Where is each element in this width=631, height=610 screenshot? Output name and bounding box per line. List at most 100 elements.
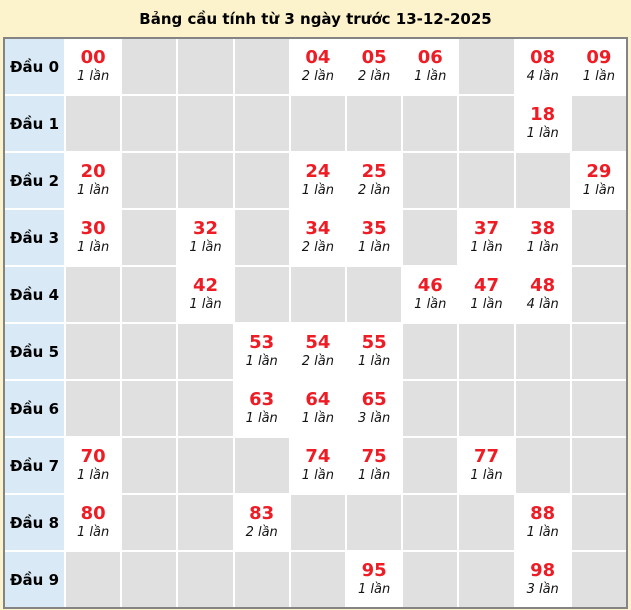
cell-times: 4 lần [526, 68, 559, 84]
cell-times: 1 lần [76, 524, 110, 540]
empty-cell [122, 552, 177, 607]
cell-47: 47 1 lần [459, 267, 514, 322]
empty-cell [290, 495, 345, 550]
cell-times: 1 lần [301, 467, 335, 483]
cell-88: 88 1 lần [515, 495, 570, 550]
cell-number: 75 [361, 445, 387, 467]
cell-times: 1 lần [301, 410, 335, 426]
cell-65: 65 3 lần [347, 381, 402, 436]
empty-cell [66, 381, 121, 436]
empty-cell [571, 267, 626, 322]
cell-24: 24 1 lần [290, 153, 345, 208]
cell-number: 53 [249, 331, 275, 353]
cell-number: 05 [361, 46, 387, 68]
cell-number: 42 [192, 274, 219, 296]
empty-cell [459, 324, 514, 379]
cell-55: 55 1 lần [347, 324, 402, 379]
cell-number: 63 [249, 388, 275, 410]
cell-times: 1 lần [76, 182, 110, 198]
empty-cell [403, 324, 458, 379]
cell-number: 47 [473, 274, 500, 296]
cell-number: 06 [417, 46, 443, 68]
empty-cell [122, 210, 177, 265]
empty-cell [178, 39, 233, 94]
empty-cell [515, 153, 570, 208]
cell-times: 3 lần [526, 581, 559, 597]
cell-number: 04 [305, 46, 331, 68]
empty-cell [66, 324, 121, 379]
empty-cell [122, 324, 177, 379]
cell-times: 1 lần [414, 296, 447, 312]
row-label: Đầu 0 [5, 39, 64, 94]
cell-number: 29 [586, 160, 612, 182]
empty-cell [459, 39, 514, 94]
cell-83: 83 2 lần [234, 495, 289, 550]
cell-05: 05 2 lần [347, 39, 402, 94]
cell-times: 1 lần [470, 467, 503, 483]
empty-cell [515, 381, 570, 436]
empty-cell [290, 552, 345, 607]
cell-18: 18 1 lần [515, 96, 570, 151]
cell-times: 1 lần [470, 239, 503, 255]
cell-times: 2 lần [245, 524, 278, 540]
empty-cell [122, 153, 177, 208]
cell-46: 46 1 lần [403, 267, 458, 322]
empty-cell [66, 267, 121, 322]
cell-number: 18 [530, 103, 556, 125]
cell-number: 64 [305, 388, 331, 410]
cell-times: 1 lần [189, 296, 222, 312]
empty-cell [234, 267, 289, 322]
empty-cell [234, 96, 289, 151]
cell-times: 2 lần [357, 68, 391, 84]
empty-cell [290, 96, 345, 151]
cell-number: 34 [305, 217, 331, 239]
empty-cell [122, 267, 177, 322]
cell-number: 37 [473, 217, 500, 239]
cell-32: 32 1 lần [178, 210, 233, 265]
cell-times: 1 lần [357, 353, 391, 369]
page-title: Bảng cầu tính từ 3 ngày trước 13-12-2025 [139, 9, 492, 28]
cell-times: 1 lần [189, 239, 222, 255]
empty-cell [515, 438, 570, 493]
cell-75: 75 1 lần [347, 438, 402, 493]
empty-cell [66, 552, 121, 607]
empty-cell [122, 39, 177, 94]
cell-number: 09 [586, 46, 612, 68]
empty-cell [178, 381, 233, 436]
empty-cell [459, 495, 514, 550]
cell-number: 65 [361, 388, 387, 410]
cell-number: 77 [473, 445, 500, 467]
row-label: Đầu 6 [5, 381, 64, 436]
empty-cell [122, 495, 177, 550]
cell-number: 95 [361, 559, 387, 581]
cell-number: 08 [530, 46, 556, 68]
empty-cell [234, 210, 289, 265]
cell-34: 34 2 lần [290, 210, 345, 265]
cell-number: 32 [192, 217, 219, 239]
cell-times: 1 lần [245, 353, 278, 369]
empty-cell [178, 495, 233, 550]
cell-times: 1 lần [245, 410, 278, 426]
cell-08: 08 4 lần [515, 39, 570, 94]
cell-times: 2 lần [301, 239, 335, 255]
row-label: Đầu 5 [5, 324, 64, 379]
empty-cell [403, 96, 458, 151]
cell-number: 24 [305, 160, 331, 182]
cell-times: 4 lần [526, 296, 559, 312]
empty-cell [178, 324, 233, 379]
cell-times: 1 lần [526, 125, 559, 141]
cell-times: 2 lần [301, 68, 335, 84]
empty-cell [178, 552, 233, 607]
empty-cell [122, 96, 177, 151]
cell-number: 70 [80, 445, 106, 467]
cell-number: 88 [530, 502, 556, 524]
cell-times: 2 lần [357, 182, 391, 198]
cell-35: 35 1 lần [347, 210, 402, 265]
row-label: Đầu 8 [5, 495, 64, 550]
cell-times: 1 lần [414, 68, 447, 84]
cell-number: 20 [80, 160, 106, 182]
empty-cell [571, 96, 626, 151]
cell-number: 00 [80, 46, 106, 68]
row-label: Đầu 1 [5, 96, 64, 151]
cell-74: 74 1 lần [290, 438, 345, 493]
